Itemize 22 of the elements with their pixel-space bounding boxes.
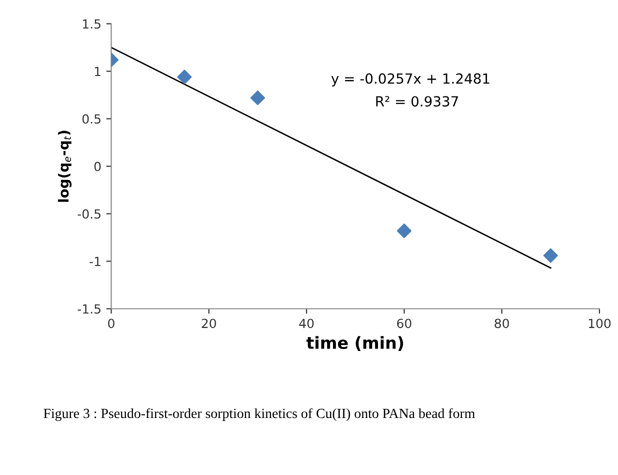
y-tick-label: -1 (90, 256, 100, 266)
x-tick-label: 60 (397, 318, 412, 328)
y-tick-label: 0 (94, 162, 101, 172)
caption: Figure 3 : Pseudo-first-order sorption kinetics of Cu(II) onto PANa bead form (44, 408, 475, 421)
y-tick-label: -0.5 (78, 209, 100, 219)
point (396, 224, 412, 238)
point (177, 70, 192, 84)
x-tick-label: 40 (299, 318, 314, 328)
point (250, 90, 265, 106)
annotation: R² = 0.9337 (376, 96, 458, 107)
x-tick-label: 20 (202, 318, 216, 328)
x-axis-title: time (min) (306, 336, 404, 351)
y-tick-label: 0.5 (82, 114, 100, 124)
annotation: y = -0.0257x + 1.2481 (331, 73, 490, 86)
y-tick-label: 1.5 (83, 19, 100, 29)
y-tick-label: -1.5 (78, 304, 100, 314)
x-tick-label: 0 (108, 318, 114, 328)
point (543, 248, 558, 263)
y-axis-title: log(q$_{e}$-q$_{t}$) (58, 130, 72, 202)
x-tick-label: 100 (588, 318, 611, 328)
x-tick-label: 80 (494, 318, 509, 328)
y-tick-label: 1 (94, 66, 100, 76)
